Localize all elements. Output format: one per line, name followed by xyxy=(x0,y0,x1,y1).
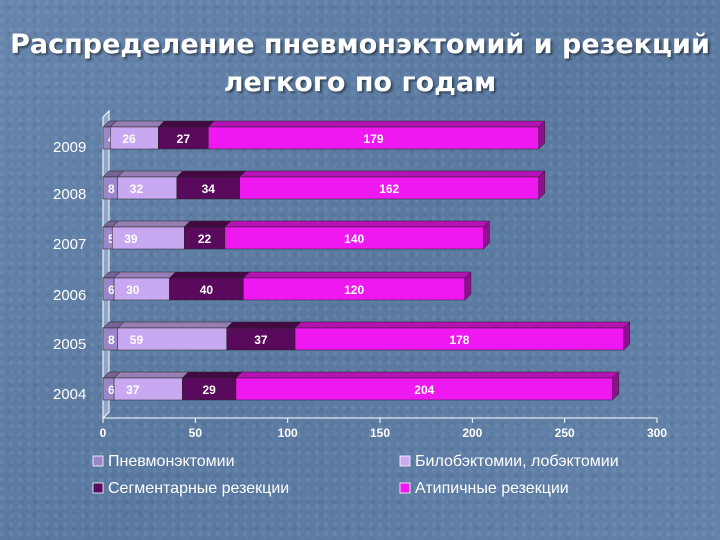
plot-area: 4262717920098323416220085392214020076304… xyxy=(53,109,667,440)
data-label: 6 xyxy=(108,283,115,297)
bar-front-face xyxy=(113,277,170,301)
bar-top-face xyxy=(113,371,190,379)
bar-top-face xyxy=(168,271,250,279)
legend-label: Атипичные резекции xyxy=(415,480,569,497)
bar-2006-4 xyxy=(242,271,472,301)
category-label: 2009 xyxy=(53,139,86,156)
bar-side-face xyxy=(483,220,490,250)
bar-top-face xyxy=(226,321,302,329)
data-label: 6 xyxy=(108,383,115,397)
data-label: 26 xyxy=(122,132,136,146)
bar-2009-4 xyxy=(207,120,546,150)
data-label: 120 xyxy=(344,283,364,297)
bar-2006-3 xyxy=(168,271,250,301)
bar-2004-4 xyxy=(235,371,620,401)
bar-side-face xyxy=(538,120,546,150)
x-tick-label: 100 xyxy=(278,426,298,440)
data-label: 162 xyxy=(379,182,399,196)
data-label: 30 xyxy=(126,283,140,297)
plot-wall xyxy=(102,109,110,420)
category-label: 2008 xyxy=(53,186,86,203)
legend-swatch xyxy=(92,455,104,467)
x-tick-label: 150 xyxy=(370,426,390,440)
bar-2007-2 xyxy=(111,220,191,250)
chart-title-line-1: Распределение пневмонэктомий и резекций xyxy=(10,29,710,60)
bar-2006-2 xyxy=(113,271,177,301)
legend-swatch xyxy=(399,482,411,494)
bar-2007-3 xyxy=(183,220,232,250)
bar-2008-2 xyxy=(117,170,184,200)
bar-2007-4 xyxy=(224,220,491,250)
legend-swatch xyxy=(92,482,104,494)
data-label: 37 xyxy=(126,383,140,397)
data-label: 39 xyxy=(124,232,138,246)
bar-2004-3 xyxy=(181,371,243,401)
bar-2009-3 xyxy=(157,120,215,150)
bar-top-face xyxy=(109,120,166,128)
bar-top-face xyxy=(117,170,184,178)
data-label: 29 xyxy=(203,383,217,397)
x-tick-label: 50 xyxy=(189,426,203,440)
bar-side-face xyxy=(464,271,472,301)
bar-top-face xyxy=(157,120,215,128)
legend-swatch xyxy=(399,455,411,467)
legend-label: Билобэктомии, лобэктомии xyxy=(415,453,619,470)
data-label: 140 xyxy=(344,232,364,246)
bar-top-face xyxy=(239,170,546,178)
data-label: 8 xyxy=(108,182,115,196)
bar-top-face xyxy=(176,170,247,178)
data-label: 27 xyxy=(177,132,191,146)
data-label: 37 xyxy=(254,333,268,347)
data-label: 40 xyxy=(200,283,214,297)
bar-top-face xyxy=(207,120,546,128)
chart-title: Распределение пневмонэктомий и резекций … xyxy=(0,26,720,102)
x-tick-label: 250 xyxy=(555,426,575,440)
category-label: 2007 xyxy=(53,236,86,253)
bar-front-face xyxy=(113,377,183,401)
legend: Пневмонэктомии Билобэктомии, лобэктомии Се… xyxy=(92,453,619,497)
category-label: 2004 xyxy=(53,386,86,403)
x-tick-label: 200 xyxy=(462,426,482,440)
data-label: 59 xyxy=(130,333,144,347)
bar-side-face xyxy=(538,170,546,200)
category-label: 2006 xyxy=(53,287,86,304)
data-label: 179 xyxy=(364,132,384,146)
data-label: 22 xyxy=(198,232,212,246)
bar-2005-1 xyxy=(102,321,125,351)
bar-top-face xyxy=(224,220,491,228)
bar-2005-4 xyxy=(294,321,631,351)
bar-top-face xyxy=(111,220,191,228)
bar-side-face xyxy=(623,321,631,351)
bar-2008-3 xyxy=(176,170,247,200)
bar-front-face xyxy=(111,226,185,250)
bar-2009-2 xyxy=(109,120,166,150)
bar-top-face xyxy=(294,321,631,329)
legend-label: Пневмонэктомии xyxy=(108,453,235,470)
data-label: 34 xyxy=(202,182,216,196)
bar-front-face xyxy=(117,176,178,200)
legend-label: Сегментарные резекции xyxy=(108,480,289,497)
bar-top-face xyxy=(113,271,177,279)
category-label: 2005 xyxy=(53,336,86,353)
bar-side-face xyxy=(612,371,619,401)
bar-top-face xyxy=(242,271,472,279)
bar-top-face xyxy=(181,371,243,379)
chart-title-line-2: легкого по годам xyxy=(223,67,497,98)
bar-top-face xyxy=(235,371,620,379)
data-label: 178 xyxy=(449,333,469,347)
x-tick-label: 300 xyxy=(647,426,667,440)
bar-top-face xyxy=(183,220,232,228)
bar-2008-4 xyxy=(239,170,546,200)
x-tick-label: 0 xyxy=(100,426,107,440)
bar-top-face xyxy=(117,321,234,329)
bar-2005-2 xyxy=(117,321,234,351)
bar-2008-1 xyxy=(102,170,125,200)
data-label: 32 xyxy=(130,182,144,196)
data-label: 204 xyxy=(414,383,434,397)
data-label: 8 xyxy=(108,333,115,347)
data-label: 5 xyxy=(108,232,115,246)
bar-2004-2 xyxy=(113,371,190,401)
